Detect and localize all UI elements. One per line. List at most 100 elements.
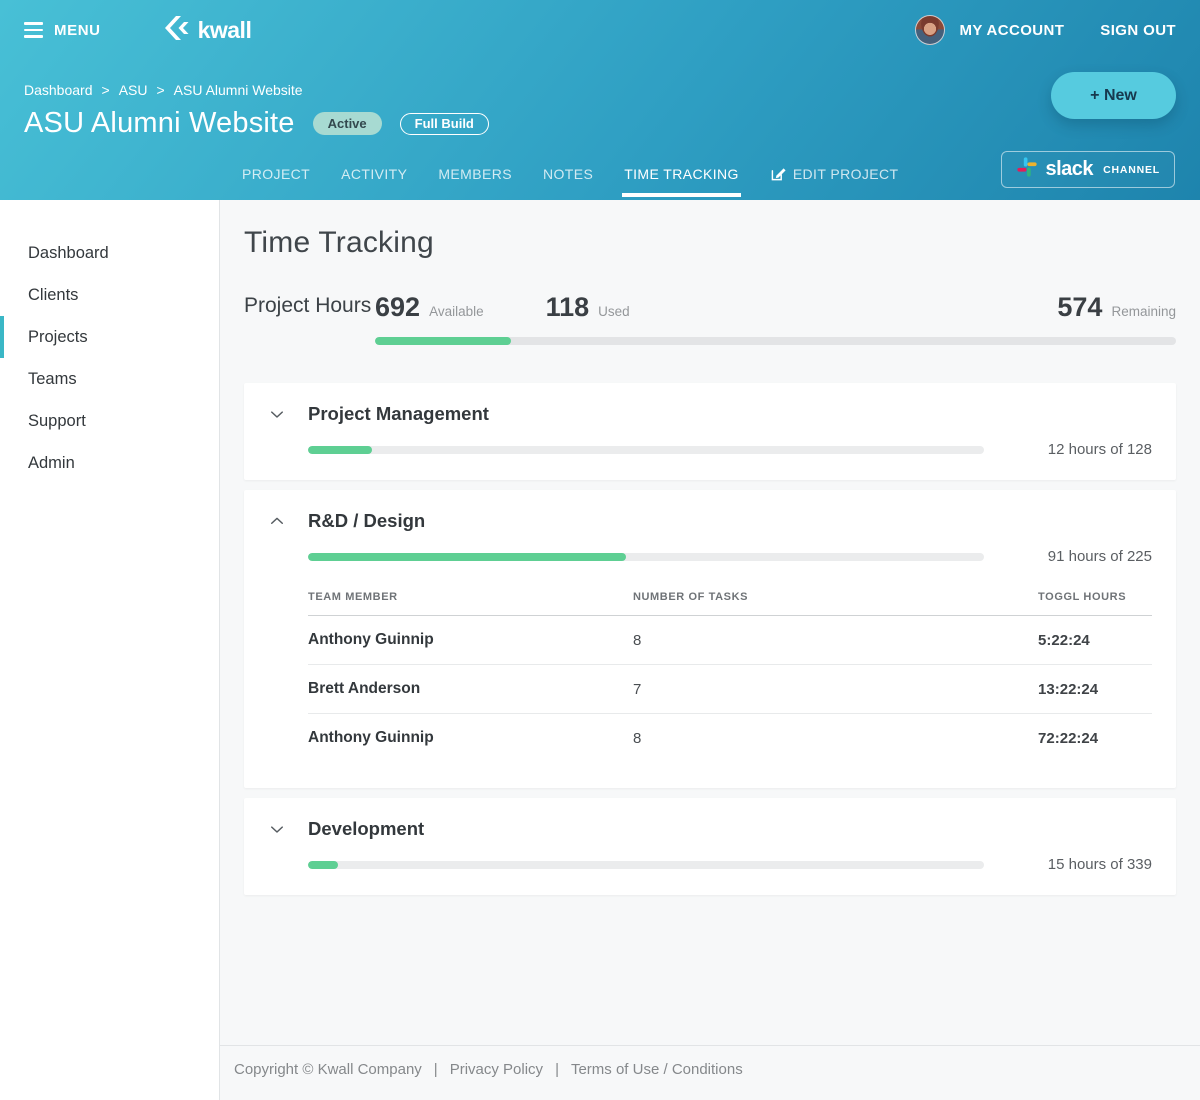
remaining-value: 574	[1057, 292, 1103, 322]
section-hours-summary: 15 hours of 339	[1047, 856, 1152, 873]
team-member-table: TEAM MEMBER NUMBER OF TASKS TOGGL HOURS …	[308, 591, 1152, 762]
stat-available: 692 Available	[375, 292, 484, 323]
project-title: ASU Alumni Website	[24, 107, 295, 139]
col-header-number-of-tasks: NUMBER OF TASKS	[632, 591, 749, 603]
brand-wordmark: kwall	[197, 16, 252, 43]
section-title: R&D / Design	[308, 510, 426, 531]
tab-activity[interactable]: ACTIVITY	[341, 166, 408, 182]
breadcrumb: Dashboard > ASU > ASU Alumni Website	[24, 82, 1176, 98]
section-progress-row: 12 hours of 128	[308, 441, 1152, 458]
brand-logo[interactable]: kwall	[163, 14, 252, 47]
sidebar-item-projects[interactable]: Projects	[0, 316, 219, 358]
sidebar-item-admin[interactable]: Admin	[28, 453, 75, 472]
member-name: Anthony Guinnip	[308, 631, 434, 648]
edit-pencil-icon	[770, 166, 786, 182]
available-value: 692	[375, 292, 421, 322]
table-row: Brett Anderson 7 13:22:24	[308, 665, 1152, 714]
project-title-row: ASU Alumni Website Active Full Build	[24, 107, 1176, 140]
slack-channel-label: CHANNEL	[1103, 163, 1160, 176]
slack-logo-icon	[1016, 156, 1038, 183]
stats-row: 692 Available 118 Used 574 Remaining	[375, 292, 1176, 323]
sidebar-item-support[interactable]: Support	[28, 411, 86, 430]
stat-used: 118 Used	[546, 292, 630, 323]
sign-out-link[interactable]: SIGN OUT	[1100, 21, 1176, 39]
header-body: Dashboard > ASU > ASU Alumni Website ASU…	[0, 60, 1200, 140]
section-hours-summary: 12 hours of 128	[1047, 441, 1152, 458]
member-tasks: 7	[632, 680, 642, 698]
remaining-label: Remaining	[1111, 304, 1176, 319]
used-value: 118	[545, 292, 590, 322]
tab-time-tracking[interactable]: TIME TRACKING	[622, 166, 741, 200]
section-progress-fill	[308, 860, 339, 869]
breadcrumb-current[interactable]: ASU Alumni Website	[173, 82, 303, 98]
footer-separator: |	[555, 1061, 559, 1078]
member-name: Anthony Guinnip	[308, 729, 434, 746]
section-rd-design: R&D / Design 91 hours of 225 TEAM MEMBER	[244, 490, 1176, 788]
app-footer: Copyright © Kwall Company | Privacy Poli…	[220, 1045, 1200, 1100]
tab-members[interactable]: MEMBERS	[438, 166, 512, 182]
body-row: Dashboard Clients Projects Teams Support…	[0, 200, 1200, 1100]
section-progress-row: 91 hours of 225	[308, 548, 1152, 565]
breadcrumb-dashboard[interactable]: Dashboard	[24, 82, 93, 98]
tab-notes[interactable]: NOTES	[542, 166, 594, 182]
member-hours: 72:22:24	[1038, 729, 1099, 747]
slack-wordmark: slack	[1045, 158, 1094, 180]
section-progress-track	[308, 552, 984, 561]
member-hours: 5:22:24	[1038, 631, 1090, 649]
chevron-down-icon	[268, 405, 286, 423]
slack-channel-button[interactable]: slack CHANNEL	[1000, 151, 1175, 188]
member-name: Brett Anderson	[308, 680, 421, 697]
privacy-policy-link[interactable]: Privacy Policy	[449, 1061, 544, 1078]
tab-edit-project-label: EDIT PROJECT	[792, 166, 899, 182]
app-header: MENU kwall MY ACCOUNT SIGN OUT Dashboard	[0, 0, 1200, 200]
time-sections: Project Management 12 hours of 128	[244, 383, 1176, 895]
section-title: Development	[308, 818, 425, 839]
user-avatar[interactable]	[915, 15, 946, 45]
kwall-logo-icon	[163, 14, 191, 47]
sidebar-item-teams[interactable]: Teams	[28, 369, 77, 388]
table-header-row: TEAM MEMBER NUMBER OF TASKS TOGGL HOURS	[308, 591, 1152, 616]
terms-link[interactable]: Terms of Use / Conditions	[570, 1061, 743, 1078]
menu-label: MENU	[54, 21, 101, 39]
project-hours-stats: 692 Available 118 Used 574 Remaining	[375, 292, 1176, 345]
available-label: Available	[429, 304, 484, 319]
overall-progress-fill	[375, 337, 512, 345]
table-row: Anthony Guinnip 8 5:22:24	[308, 616, 1152, 665]
section-rd-design-header[interactable]: R&D / Design	[268, 510, 1152, 532]
project-hours-block: Project Hours 692 Available 118 Used	[244, 292, 1176, 345]
tab-project[interactable]: PROJECT	[242, 166, 311, 182]
stat-remaining: 574 Remaining	[1057, 292, 1176, 323]
member-hours: 13:22:24	[1038, 680, 1099, 698]
member-tasks: 8	[632, 729, 642, 747]
section-development-header[interactable]: Development	[268, 818, 1152, 840]
table-row: Anthony Guinnip 8 72:22:24	[308, 714, 1152, 762]
sidebar-item-dashboard[interactable]: Dashboard	[28, 243, 109, 262]
used-label: Used	[598, 304, 630, 319]
chevron-down-icon	[268, 820, 286, 838]
col-header-team-member: TEAM MEMBER	[308, 591, 398, 603]
tab-edit-project[interactable]: EDIT PROJECT	[770, 166, 899, 200]
menu-toggle[interactable]: MENU	[24, 22, 101, 39]
hamburger-icon	[24, 22, 43, 38]
page-title: Time Tracking	[244, 226, 434, 259]
chevron-up-icon	[268, 512, 286, 530]
section-progress-row: 15 hours of 339	[308, 856, 1152, 873]
col-header-toggl-hours: TOGGL HOURS	[1038, 591, 1127, 603]
section-hours-summary: 91 hours of 225	[1047, 548, 1152, 565]
breadcrumb-asu[interactable]: ASU	[118, 82, 148, 98]
my-account-link[interactable]: MY ACCOUNT	[959, 21, 1065, 39]
status-badge: Active	[312, 112, 382, 135]
section-progress-fill	[308, 552, 626, 561]
section-development: Development 15 hours of 339	[244, 798, 1176, 895]
section-project-management-header[interactable]: Project Management	[268, 403, 1152, 425]
overall-progress-track	[375, 337, 1176, 345]
sidebar-item-clients[interactable]: Clients	[28, 285, 79, 304]
sidebar: Dashboard Clients Projects Teams Support…	[0, 200, 220, 1100]
footer-separator: |	[433, 1061, 438, 1078]
section-progress-fill	[308, 445, 373, 454]
section-title: Project Management	[308, 403, 489, 424]
section-project-management: Project Management 12 hours of 128	[244, 383, 1176, 480]
new-button[interactable]: + New	[1051, 72, 1176, 119]
main-column: Time Tracking Project Hours 692 Availabl…	[220, 200, 1200, 1100]
